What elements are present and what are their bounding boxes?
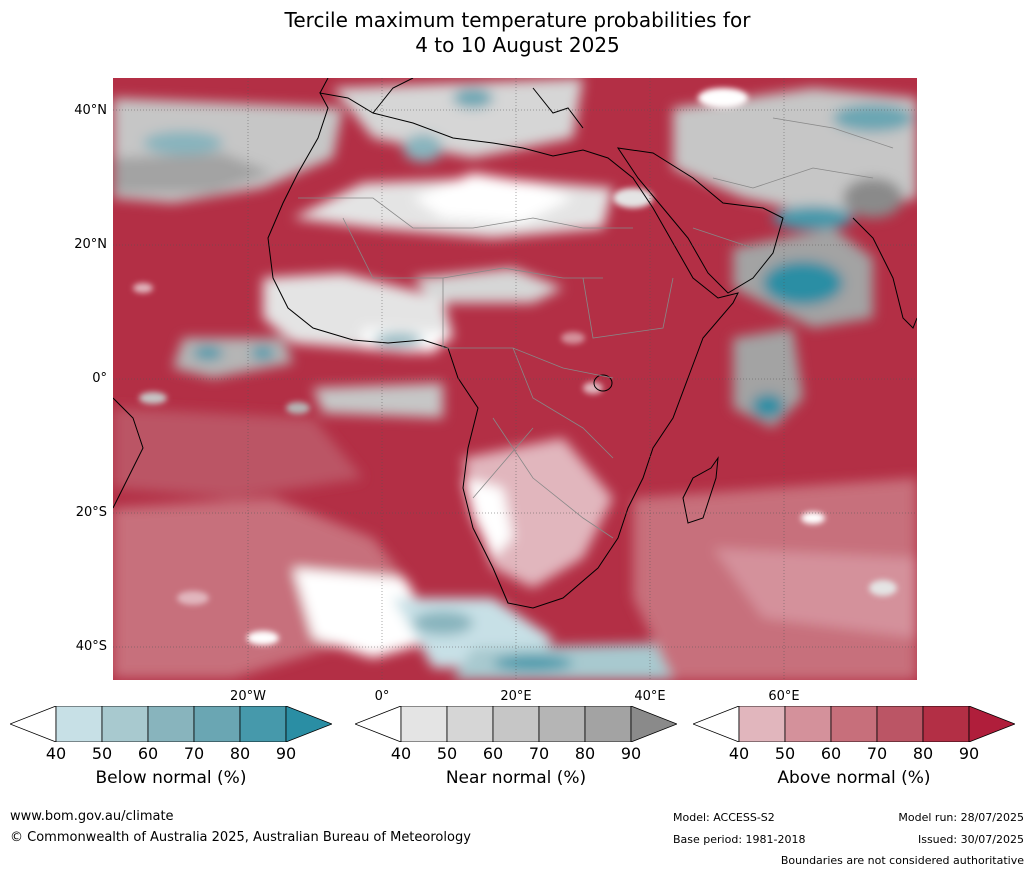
below-tick-80: 80 — [229, 744, 251, 763]
below-high-extend — [285, 706, 332, 742]
lon-label-60e: 60°E — [768, 689, 800, 704]
above-tick-50: 50 — [774, 744, 796, 763]
country-borders — [298, 117, 894, 539]
map-canvas — [113, 78, 917, 680]
above-segment-4 — [922, 706, 970, 742]
lat-label-0: 0° — [92, 371, 107, 386]
near-segment-1 — [446, 706, 494, 742]
below-tick-90: 90 — [275, 744, 297, 763]
above-segment-0 — [738, 706, 786, 742]
above-tick-90: 90 — [958, 744, 980, 763]
probability-map — [113, 78, 917, 680]
near-segment-2 — [492, 706, 540, 742]
near-segment-0 — [400, 706, 448, 742]
near-low-extend — [355, 706, 402, 742]
colorbar-above-title: Above normal (%) — [777, 768, 931, 788]
probability-speckles — [133, 88, 897, 645]
near-tick-90: 90 — [620, 744, 642, 763]
lon-label-0: 0° — [374, 689, 390, 704]
near-segment-3 — [538, 706, 586, 742]
graticule — [113, 78, 917, 680]
above-tick-40: 40 — [728, 744, 750, 763]
lon-label-20w: 20°W — [230, 689, 266, 704]
colorbar-above — [693, 706, 1015, 742]
below-tick-40: 40 — [45, 744, 67, 763]
near-tick-80: 80 — [574, 744, 596, 763]
footer-website: www.bom.gov.au/climate — [10, 809, 174, 824]
above-low-extend — [693, 706, 740, 742]
below-segment-2 — [147, 706, 195, 742]
coastlines — [113, 78, 917, 609]
lon-label-20e: 20°E — [500, 689, 532, 704]
above-tick-70: 70 — [866, 744, 888, 763]
footer-copyright: © Commonwealth of Australia 2025, Austra… — [10, 830, 471, 845]
lon-label-40e: 40°E — [634, 689, 666, 704]
near-tick-70: 70 — [528, 744, 550, 763]
near-tick-60: 60 — [482, 744, 504, 763]
above-high-extend — [968, 706, 1015, 742]
title-line-1: Tercile maximum temperature probabilitie… — [284, 8, 751, 32]
near-high-extend — [630, 706, 677, 742]
lat-label-20s: 20°S — [75, 505, 107, 520]
below-tick-70: 70 — [183, 744, 205, 763]
above-segment-1 — [784, 706, 832, 742]
colorbar-near-title: Near normal (%) — [445, 768, 587, 788]
title-line-2: 4 to 10 August 2025 — [415, 33, 620, 57]
below-segment-0 — [55, 706, 103, 742]
lat-label-40n: 40°N — [74, 103, 107, 118]
near-tick-50: 50 — [436, 744, 458, 763]
below-tick-60: 60 — [137, 744, 159, 763]
above-tick-80: 80 — [912, 744, 934, 763]
footer-model-run: Model run: 28/07/2025 — [898, 811, 1024, 824]
footer-disclaimer: Boundaries are not considered authoritat… — [780, 854, 1024, 867]
below-segment-3 — [193, 706, 241, 742]
near-tick-40: 40 — [390, 744, 412, 763]
below-segment-1 — [101, 706, 149, 742]
colorbar-below-title: Below normal (%) — [95, 768, 247, 788]
footer-issued: Issued: 30/07/2025 — [917, 833, 1024, 846]
lat-label-20n: 20°N — [74, 237, 107, 252]
footer-model: Model: ACCESS-S2 — [673, 811, 775, 824]
colorbar-near — [355, 706, 677, 742]
near-segment-4 — [584, 706, 632, 742]
below-low-extend — [10, 706, 57, 742]
above-segment-3 — [876, 706, 924, 742]
probability-fields — [113, 78, 917, 680]
above-tick-60: 60 — [820, 744, 842, 763]
above-segment-2 — [830, 706, 878, 742]
map-title: Tercile maximum temperature probabilitie… — [0, 8, 1035, 58]
colorbar-below — [10, 706, 332, 742]
below-tick-50: 50 — [91, 744, 113, 763]
lat-label-40s: 40°S — [75, 639, 107, 654]
footer-base-period: Base period: 1981-2018 — [673, 833, 806, 846]
below-segment-4 — [239, 706, 287, 742]
